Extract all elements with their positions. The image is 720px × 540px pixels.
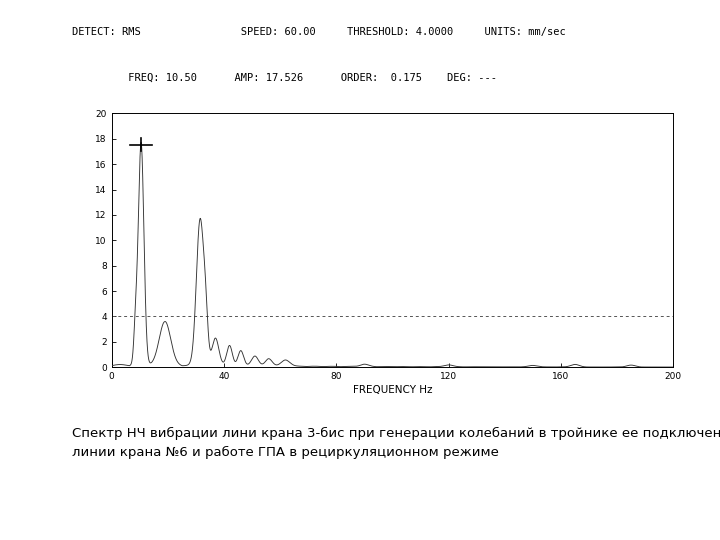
X-axis label: FREQUENCY Hz: FREQUENCY Hz <box>353 385 432 395</box>
Text: DETECT: RMS                SPEED: 60.00     THRESHOLD: 4.0000     UNITS: mm/sec: DETECT: RMS SPEED: 60.00 THRESHOLD: 4.00… <box>72 27 566 37</box>
Text: FREQ: 10.50      AMP: 17.526      ORDER:  0.175    DEG: ---: FREQ: 10.50 AMP: 17.526 ORDER: 0.175 DEG… <box>72 73 497 83</box>
Text: Спектр НЧ вибрации лини крана 3-бис при генерации колебаний в тройнике ее подклю: Спектр НЧ вибрации лини крана 3-бис при … <box>72 427 720 459</box>
